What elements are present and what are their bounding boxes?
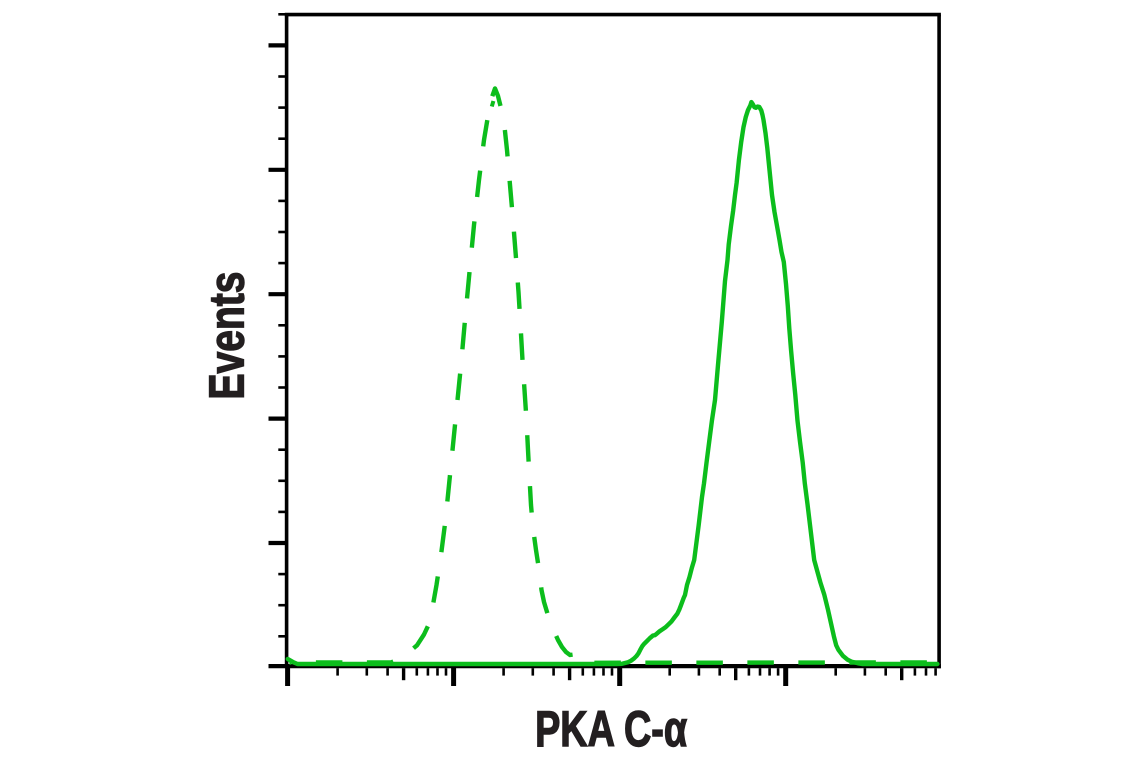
svg-text:PKA C-α: PKA C-α [535,702,687,757]
svg-text:Events: Events [200,271,254,399]
